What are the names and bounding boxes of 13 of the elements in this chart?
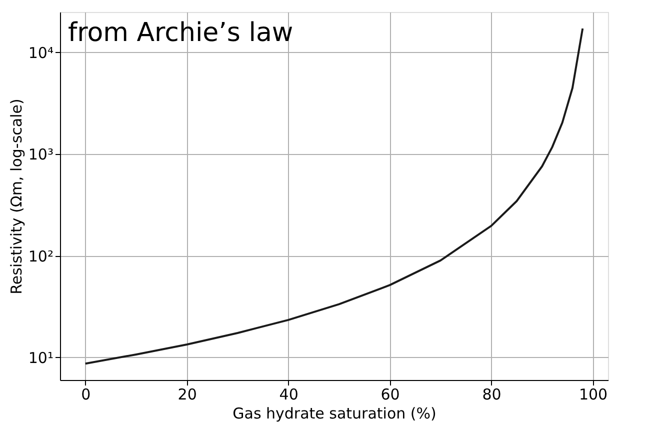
y-axis-title: Resistivity (Ωm, log-scale) [7,98,26,294]
y-tick-label: 10⁴ [28,44,54,62]
x-tick-label: 0 [81,386,91,404]
x-tick-label: 100 [578,386,608,404]
x-tick-label: 80 [482,386,502,404]
y-tick-label: 10² [28,247,54,266]
y-tick-label: 10³ [28,146,54,164]
y-tick-label: 10¹ [28,348,54,367]
x-tick-label: 60 [380,386,400,404]
x-tick-label: 20 [178,386,197,404]
annotation: from Archie’s law [68,18,294,48]
x-tick-label: 40 [279,386,298,404]
x-axis-title: Gas hydrate saturation (%) [232,404,436,422]
